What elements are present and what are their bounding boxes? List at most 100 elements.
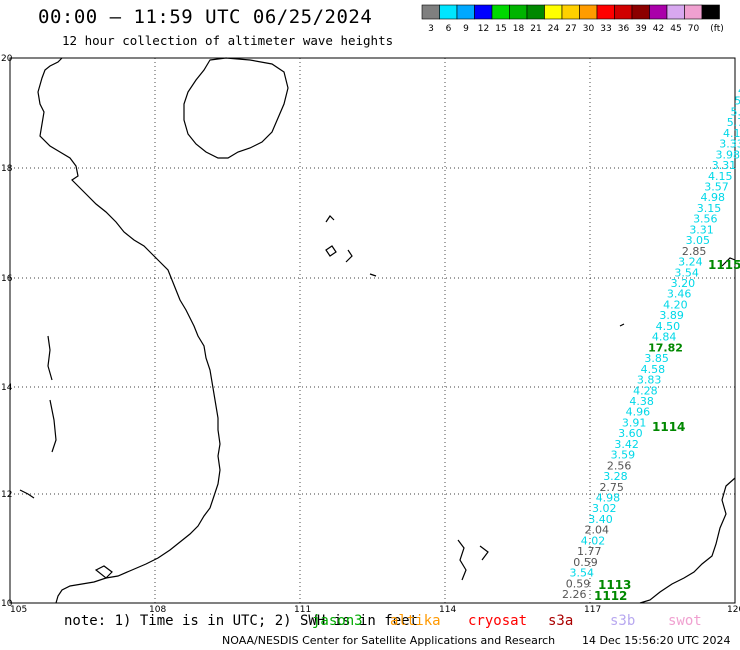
map-frame bbox=[9, 57, 736, 604]
track-value: 3.05 bbox=[686, 234, 711, 247]
scale-label: 42 bbox=[653, 24, 664, 34]
scale-label: 45 bbox=[670, 24, 681, 34]
track-value: 4.02 bbox=[581, 534, 606, 547]
satellite-track: 455.5.74.13.333.983.314.153.574.983.153.… bbox=[562, 84, 740, 601]
track-value: 4.20 bbox=[663, 298, 688, 311]
track-value: 4 bbox=[738, 84, 740, 97]
track-value: 3.28 bbox=[603, 470, 628, 483]
reef-fragment bbox=[369, 273, 377, 277]
track-value: 3.85 bbox=[644, 352, 669, 365]
reef-fragment bbox=[325, 245, 337, 257]
track-value: 4.38 bbox=[629, 395, 654, 408]
track-value: 3.46 bbox=[667, 288, 692, 301]
wave-height-color-scale: 3 6 9 12 15 18 21 24 27 30 33 36 39 42 45 70 (ft) bbox=[421, 4, 724, 34]
track-value: 5 bbox=[734, 95, 740, 108]
pass-label: 1112 bbox=[594, 589, 627, 603]
track-value: 3.33 bbox=[719, 138, 740, 151]
lon-tick-label: 105 bbox=[10, 605, 27, 615]
lat-tick-label: 18 bbox=[1, 164, 13, 174]
pass-label: 1113 bbox=[598, 578, 631, 592]
footer-note: note: 1) Time is in UTC; 2) SWH is in fe… bbox=[64, 613, 419, 629]
track-value: 2.26 bbox=[562, 588, 587, 601]
reef-fragment bbox=[479, 545, 489, 561]
lat-tick-label: 12 bbox=[1, 490, 12, 500]
track-value: 3.20 bbox=[671, 277, 696, 290]
lat-tick-label: 20 bbox=[1, 54, 13, 64]
track-value: 4.96 bbox=[626, 406, 651, 419]
track-value: 3.42 bbox=[614, 438, 639, 451]
track-value: 2.04 bbox=[584, 524, 609, 537]
track-value: 3.54 bbox=[569, 567, 594, 580]
track-value: 3.02 bbox=[592, 502, 617, 515]
scale-label: 3 bbox=[428, 24, 434, 34]
coast-fragment bbox=[94, 565, 113, 579]
coast-fragment bbox=[47, 335, 53, 381]
track-value: 4.84 bbox=[652, 331, 677, 344]
lon-tick-label: 117 bbox=[584, 605, 601, 615]
pass-label: 1115 bbox=[708, 258, 740, 272]
track-value: 3.54 bbox=[674, 266, 699, 279]
map-grid: 105 108 111 114 117 120 20 18 16 14 12 10 bbox=[1, 54, 740, 615]
footer-credits: NOAA/NESDIS Center for Satellite Applica… bbox=[222, 634, 556, 647]
reef-fragment bbox=[325, 215, 335, 223]
track-value: 3.98 bbox=[716, 148, 740, 161]
scale-label: 12 bbox=[478, 24, 489, 34]
track-value: 5. bbox=[731, 105, 740, 118]
vietnam-coast bbox=[37, 57, 221, 604]
track-value: 3.83 bbox=[637, 374, 662, 387]
legend-altika: altika bbox=[390, 613, 441, 629]
lon-tick-label: 111 bbox=[294, 605, 311, 615]
legend-cryosat: cryosat bbox=[468, 613, 528, 629]
footer-date: 14 Dec 15:56:20 UTC 2024 bbox=[582, 634, 731, 647]
track-value: 3.31 bbox=[689, 223, 714, 236]
coast-fragment bbox=[721, 257, 736, 267]
track-value: 4.98 bbox=[701, 191, 726, 204]
track-value: 4.15 bbox=[708, 170, 733, 183]
track-value: 2.85 bbox=[682, 245, 707, 258]
scale-label: 39 bbox=[635, 24, 647, 34]
track-value: 3.56 bbox=[693, 213, 718, 226]
track-value: 4.98 bbox=[596, 491, 621, 504]
track-value: 3.24 bbox=[678, 256, 703, 269]
track-value: 4.50 bbox=[656, 320, 681, 333]
lat-tick-label: 10 bbox=[1, 599, 13, 609]
track-value: 2.56 bbox=[607, 459, 632, 472]
scale-label: 30 bbox=[583, 24, 595, 34]
scale-label: 6 bbox=[446, 24, 452, 34]
track-value: 0.59 bbox=[566, 577, 591, 590]
legend-s3b: s3b bbox=[610, 613, 636, 629]
lat-tick-label: 16 bbox=[1, 274, 13, 284]
track-value: 3.31 bbox=[712, 159, 737, 172]
track-value: 3.59 bbox=[611, 449, 636, 462]
coast-fragment bbox=[19, 489, 35, 499]
track-value: 3.57 bbox=[704, 181, 729, 194]
legend-s3a: s3a bbox=[548, 613, 574, 629]
lon-tick-label: 120 bbox=[727, 605, 740, 615]
legend-jason3: jason3 bbox=[312, 613, 363, 629]
scale-label: 15 bbox=[495, 24, 506, 34]
scale-label: 24 bbox=[548, 24, 560, 34]
hainan-coast bbox=[183, 57, 289, 159]
scale-label: 70 bbox=[688, 24, 700, 34]
philippines-coast bbox=[639, 477, 736, 604]
track-value: 1.77 bbox=[577, 545, 602, 558]
pass-label: 1114 bbox=[652, 420, 685, 434]
track-value: 3.91 bbox=[622, 416, 647, 429]
coastline bbox=[19, 57, 736, 604]
track-value: 3.40 bbox=[588, 513, 613, 526]
scale-label: 18 bbox=[513, 24, 525, 34]
track-value: 4.58 bbox=[641, 363, 666, 376]
track-value: 0.59 bbox=[573, 556, 598, 569]
scale-swatch bbox=[701, 4, 720, 20]
lat-tick-label: 14 bbox=[1, 383, 13, 393]
scale-label: 21 bbox=[530, 24, 541, 34]
map-subtitle: 12 hour collection of altimeter wave hei… bbox=[62, 33, 394, 48]
lon-tick-label: 108 bbox=[149, 605, 166, 615]
scale-label: 27 bbox=[565, 24, 576, 34]
track-value: 4.1 bbox=[723, 127, 740, 140]
map-title: 00:00 – 11:59 UTC 06/25/2024 bbox=[38, 6, 373, 28]
track-value: 17.82 bbox=[648, 341, 683, 354]
legend-swot: swot bbox=[668, 613, 702, 629]
